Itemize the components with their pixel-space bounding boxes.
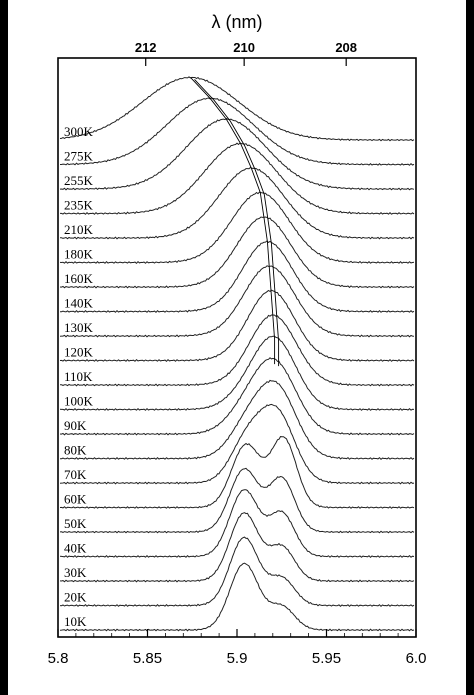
- plot-frame: [57, 57, 417, 638]
- series-line-130K: [59, 265, 415, 338]
- top-axis: 212 210 208: [135, 40, 357, 66]
- series-label-60K: 60K: [64, 492, 87, 507]
- series-line-120K: [59, 289, 415, 362]
- x-tick-label-5.85: 5.85: [133, 650, 162, 667]
- series-line-255K: [59, 117, 415, 191]
- series-line-300K: [59, 76, 415, 142]
- series-line-60K: [59, 436, 415, 509]
- top-tick-label-212: 212: [135, 40, 157, 55]
- top-axis-title: λ (nm): [212, 12, 263, 32]
- top-tick-label-208: 208: [335, 40, 357, 55]
- series-line-40K: [59, 489, 415, 558]
- series-label-300K: 300K: [64, 124, 94, 139]
- series-line-10K: [59, 562, 415, 632]
- series-label-210K: 210K: [64, 222, 94, 237]
- series-label-80K: 80K: [64, 443, 87, 458]
- series-label-90K: 90K: [64, 418, 87, 433]
- series-line-275K: [60, 97, 415, 166]
- series-line-80K: [60, 379, 415, 460]
- x-tick-label-6.0: 6.0: [406, 650, 427, 667]
- bottom-axis: 5.8 5.85 5.9 5.95 6.0: [48, 629, 427, 667]
- series-label-140K: 140K: [64, 296, 94, 311]
- x-tick-label-5.9: 5.9: [227, 650, 248, 667]
- trend-lines: [190, 77, 280, 367]
- series-label-255K: 255K: [64, 173, 94, 188]
- x-tick-label-5.8: 5.8: [48, 650, 69, 667]
- x-tick-label-5.95: 5.95: [312, 650, 341, 667]
- series-line-30K: [59, 512, 415, 583]
- series-label-110K: 110K: [64, 369, 93, 384]
- series-group: 10K 20K 30K 40K 50K 60K 70K 80K 90K 100K 110K 120K 1…: [59, 76, 415, 632]
- series-label-20K: 20K: [64, 590, 87, 605]
- series-line-210K: [60, 166, 415, 240]
- series-label-235K: 235K: [64, 198, 94, 213]
- series-label-160K: 160K: [64, 271, 94, 286]
- series-line-90K: [59, 357, 415, 436]
- series-label-30K: 30K: [64, 565, 87, 580]
- series-label-180K: 180K: [64, 247, 94, 262]
- series-label-40K: 40K: [64, 541, 87, 556]
- series-label-120K: 120K: [64, 345, 94, 360]
- series-label-50K: 50K: [64, 516, 87, 531]
- series-line-100K: [59, 335, 415, 411]
- series-line-140K: [60, 240, 415, 313]
- series-line-160K: [59, 216, 415, 289]
- series-label-100K: 100K: [64, 394, 94, 409]
- peak-trend-line-2: [194, 79, 280, 367]
- series-line-20K: [59, 536, 415, 607]
- series-line-70K: [59, 403, 415, 485]
- series-label-130K: 130K: [64, 320, 94, 335]
- series-label-275K: 275K: [64, 149, 94, 164]
- series-line-50K: [59, 467, 415, 534]
- series-label-10K: 10K: [64, 614, 87, 629]
- series-line-235K: [60, 142, 415, 215]
- top-tick-label-210: 210: [233, 40, 255, 55]
- peak-trend-line: [190, 77, 276, 365]
- series-line-110K: [60, 314, 415, 387]
- series-line-180K: [59, 191, 415, 264]
- series-label-70K: 70K: [64, 467, 87, 482]
